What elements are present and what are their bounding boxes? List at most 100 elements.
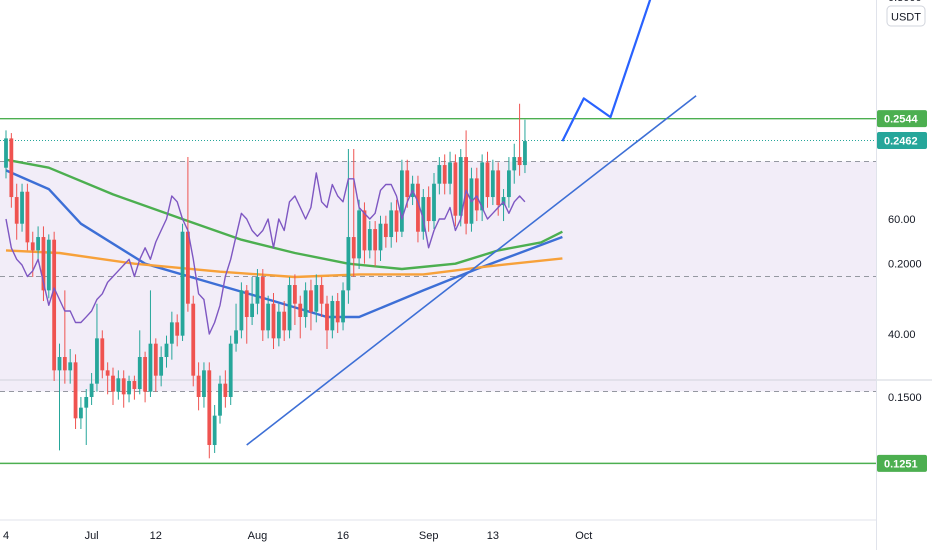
- candle-body[interactable]: [202, 370, 206, 397]
- candle-body[interactable]: [351, 237, 356, 259]
- candle-body[interactable]: [84, 397, 89, 408]
- candle-body[interactable]: [68, 362, 73, 371]
- candle-body[interactable]: [448, 162, 452, 184]
- candle-body[interactable]: [14, 197, 19, 224]
- candle-body[interactable]: [180, 231, 185, 336]
- candle-body[interactable]: [432, 183, 436, 222]
- candle-body[interactable]: [143, 357, 147, 392]
- candle-body[interactable]: [250, 303, 254, 318]
- candle-body[interactable]: [367, 229, 372, 251]
- candle-body[interactable]: [175, 322, 180, 336]
- candle-body[interactable]: [223, 383, 228, 397]
- candle-body[interactable]: [501, 197, 506, 206]
- candle-body[interactable]: [25, 191, 30, 243]
- candle-body[interactable]: [335, 301, 340, 323]
- candle-body[interactable]: [453, 162, 458, 216]
- candle-body[interactable]: [480, 162, 485, 211]
- candle-body[interactable]: [212, 415, 217, 445]
- candle-body[interactable]: [255, 277, 260, 304]
- candle-body[interactable]: [164, 343, 169, 358]
- currency-button[interactable]: [886, 5, 926, 27]
- candle-body[interactable]: [57, 357, 62, 371]
- candle-body[interactable]: [523, 141, 527, 166]
- candle-body[interactable]: [485, 162, 490, 198]
- candle-body[interactable]: [373, 229, 378, 251]
- candle-body[interactable]: [89, 383, 94, 397]
- candle-body[interactable]: [325, 303, 329, 331]
- candle-body[interactable]: [437, 165, 442, 184]
- candle-body[interactable]: [79, 407, 83, 419]
- candle-body[interactable]: [169, 322, 174, 344]
- candle-body[interactable]: [507, 170, 511, 198]
- candle-body[interactable]: [378, 223, 383, 251]
- candle-body[interactable]: [276, 311, 281, 339]
- candle-body[interactable]: [319, 285, 324, 304]
- candle-body[interactable]: [95, 338, 99, 384]
- candle-body[interactable]: [41, 237, 46, 291]
- candle-body[interactable]: [512, 157, 517, 171]
- candle-body[interactable]: [218, 383, 222, 416]
- candle-body[interactable]: [153, 343, 158, 376]
- candle-body[interactable]: [496, 170, 501, 206]
- candle-body[interactable]: [458, 157, 463, 216]
- candle-body[interactable]: [234, 330, 238, 344]
- candle-body[interactable]: [517, 157, 522, 166]
- candle-body[interactable]: [100, 338, 105, 371]
- candle-body[interactable]: [36, 237, 40, 251]
- candle-body[interactable]: [207, 370, 212, 445]
- candle-body[interactable]: [9, 138, 14, 198]
- candle-body[interactable]: [228, 343, 233, 397]
- candle-body[interactable]: [196, 375, 201, 397]
- candle-body[interactable]: [30, 242, 35, 251]
- candle-body[interactable]: [394, 210, 399, 232]
- candle-body[interactable]: [309, 290, 313, 312]
- support-tag: [877, 454, 927, 472]
- candle-body[interactable]: [357, 210, 361, 259]
- candle-body[interactable]: [474, 178, 479, 211]
- candle-body[interactable]: [271, 303, 276, 339]
- candle-body[interactable]: [421, 197, 426, 232]
- candle-body[interactable]: [137, 357, 142, 390]
- candle-body[interactable]: [46, 239, 51, 291]
- candle-body[interactable]: [260, 277, 265, 331]
- candle-body[interactable]: [389, 210, 394, 238]
- candle-body[interactable]: [186, 231, 190, 304]
- candle-body[interactable]: [127, 381, 131, 395]
- candle-body[interactable]: [132, 381, 137, 390]
- candle-body[interactable]: [282, 311, 287, 331]
- candle-body[interactable]: [426, 197, 431, 222]
- candle-body[interactable]: [383, 223, 388, 238]
- candle-body[interactable]: [266, 303, 271, 331]
- candle-body[interactable]: [314, 285, 319, 312]
- candle-body[interactable]: [341, 290, 345, 323]
- candle-body[interactable]: [116, 378, 121, 392]
- candle-body[interactable]: [191, 303, 196, 376]
- candle-body[interactable]: [52, 239, 57, 371]
- candle-body[interactable]: [400, 170, 404, 232]
- candle-body[interactable]: [346, 237, 351, 291]
- candle-body[interactable]: [405, 170, 410, 198]
- candle-body[interactable]: [442, 165, 447, 184]
- candle-body[interactable]: [416, 183, 420, 232]
- candle-body[interactable]: [362, 210, 367, 251]
- candle-body[interactable]: [303, 290, 308, 318]
- candle-body[interactable]: [4, 138, 8, 168]
- candle-body[interactable]: [287, 285, 292, 331]
- projection-path[interactable]: [561, 0, 712, 142]
- candle-body[interactable]: [244, 290, 249, 318]
- candle-body[interactable]: [121, 378, 126, 395]
- candle-body[interactable]: [20, 191, 24, 224]
- candle-body[interactable]: [293, 285, 297, 304]
- candle-body[interactable]: [111, 375, 115, 392]
- candle-body[interactable]: [298, 303, 303, 318]
- uptrend-line[interactable]: [246, 95, 697, 446]
- candle-body[interactable]: [62, 357, 67, 371]
- candle-body[interactable]: [239, 290, 244, 331]
- candle-body[interactable]: [159, 357, 164, 376]
- candle-body[interactable]: [148, 343, 153, 392]
- candle-body[interactable]: [105, 370, 110, 376]
- candle-body[interactable]: [330, 301, 335, 331]
- candle-body[interactable]: [490, 170, 495, 198]
- candle-body[interactable]: [73, 362, 78, 419]
